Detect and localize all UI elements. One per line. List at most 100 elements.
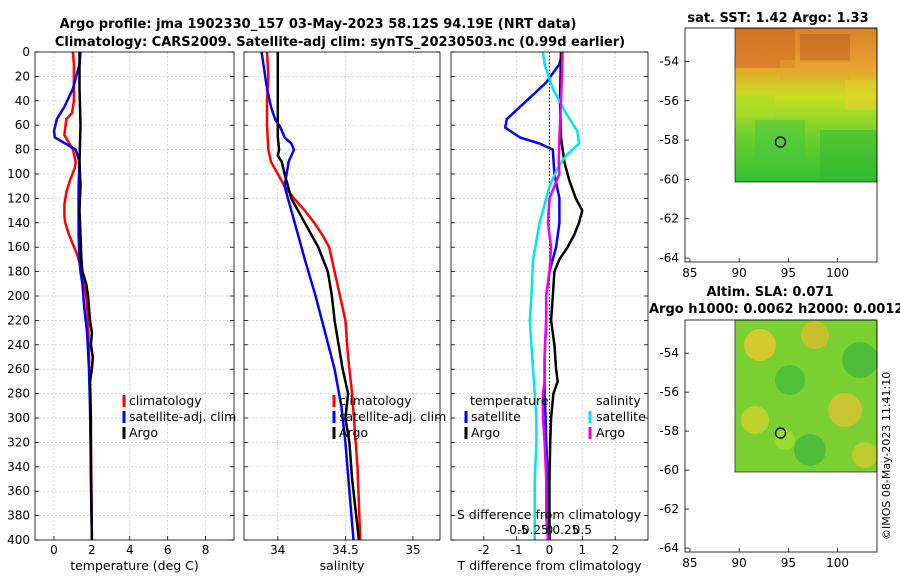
sla-map-axes: 85 90 95 100 -54 -56 -58 -60 -62 -64 [659,319,878,570]
map-x-tick-label: 85 [682,556,697,570]
s-diff-tick-label: 0 [546,523,554,537]
series-argo-line [78,52,95,541]
legend-t-argo-label: Argo [471,425,500,440]
map-y-tick-label: -58 [659,133,679,147]
map-y-tick-label: -64 [659,251,679,265]
x-tick-label: 34.5 [332,543,359,557]
y-tick-label: 20 [15,69,30,83]
legend-climatology-label: climatology [339,393,412,408]
y-tick-label: 380 [7,509,30,523]
legend-argo-label: Argo [129,425,158,440]
map-y-tick-label: -62 [659,212,679,226]
x-tick-label: 34 [270,543,285,557]
sla-texture [741,321,877,468]
x-tick-label: 2 [611,543,619,557]
y-tick-label: 280 [7,387,30,401]
x-axis-label: temperature (deg C) [70,558,199,573]
map-y-tick-label: -58 [659,424,679,438]
series-t-argo-line [548,51,584,540]
map-x-tick-label: 95 [781,556,796,570]
y-tick-label: 80 [15,143,30,157]
map-y-tick-label: -54 [659,346,679,360]
x-tick-label: 0 [50,543,58,557]
series-s-argo-line [541,51,564,541]
s-diff-tick-label: -0.5 [505,523,528,537]
sst-texture [735,28,877,182]
y-tick-label: 40 [15,94,30,108]
title-line-1: Argo profile: jma 1902330_157 03-May-202… [60,17,577,32]
x-tick-label: 4 [126,543,134,557]
x-axis-label: T difference from climatology [456,558,642,573]
sla-map: Altim. SLA: 0.071 Argo h1000: 0.0062 h20… [649,285,900,570]
s-diff-tick-label: -0.25 [518,523,549,537]
x-tick-label: 0 [546,543,554,557]
sla-map-title-2: Argo h1000: 0.0062 h2000: 0.0012 [649,302,900,317]
temperature-legend: climatology satellite-adj. clim Argo [122,393,236,440]
x-tick-label: 2 [88,543,96,557]
y-tick-label: 360 [7,484,30,498]
legend-salinity-heading: salinity [596,393,641,408]
series-argo-line [276,52,361,541]
legend-temperature-heading: temperature [470,393,549,408]
title-line-2: Climatology: CARS2009. Satellite-adj cli… [55,35,625,50]
salinity-legend: climatology satellite-adj. clim Argo [332,393,446,440]
y-tick-label: 320 [7,435,30,449]
x-tick-label: 8 [202,543,210,557]
map-x-tick-label: 85 [682,266,697,280]
y-tick-label: 260 [7,362,30,376]
map-frame [684,319,878,553]
series-climatology-line [265,51,362,541]
y-tick-label: 60 [15,118,30,132]
s-difference-ticks: -0.5-0.250 0.250.5 [505,523,592,537]
y-tick-label: 140 [7,216,30,230]
legend-s-satellite-label: satellite [596,409,646,424]
map-x-tick-label: 90 [732,266,747,280]
map-x-tick-label: 100 [826,556,849,570]
s-diff-tick-label: 0.5 [573,523,592,537]
map-y-tick-label: -64 [659,541,679,555]
x-axis-label: salinity [320,558,365,573]
y-tick-label: 300 [7,411,30,425]
x-tick-label: -2 [478,543,490,557]
difference-panel: -2 -1 0 1 2T difference from climatology [450,51,649,573]
y-tick-label: 160 [7,240,30,254]
copyright-stamp: ©IMOS 08-May-2023 11:41:10 [880,372,893,540]
x-tick-label: 1 [579,543,587,557]
temperature-panel: 0204060801001201401601802002202402602803… [7,45,235,573]
sla-argo-location-marker [774,427,787,439]
salinity-panel: 34 34.5 35 salinity [243,51,441,573]
y-tick-label: 400 [7,533,30,547]
y-tick-label: 180 [7,265,30,279]
series-satellite-adj-clim-line [260,51,355,541]
map-x-tick-label: 90 [732,556,747,570]
sst-map-title: sat. SST: 1.42 Argo: 1.33 [687,11,868,26]
map-x-tick-label: 95 [781,266,796,280]
y-tick-label: 240 [7,338,30,352]
map-y-tick-label: -60 [659,463,679,477]
x-tick-label: 35 [405,543,420,557]
y-tick-label: 120 [7,191,30,205]
map-y-tick-label: -62 [659,502,679,516]
legend-satellite-label: satellite-adj. clim [129,409,236,424]
y-tick-label: 200 [7,289,30,303]
y-tick-label: 100 [7,167,30,181]
sst-map-axes: 85 90 95 100 -54 -56 -58 -60 -62 -64 [659,27,878,280]
y-tick-label: 220 [7,313,30,327]
legend-t-satellite-label: satellite [471,409,521,424]
series-t-satellite-line [503,51,564,541]
legend-satellite-label: satellite-adj. clim [339,409,446,424]
map-y-tick-label: -54 [659,54,679,68]
legend-argo-label: Argo [339,425,368,440]
map-x-tick-label: 100 [826,266,849,280]
legend-climatology-label: climatology [129,393,202,408]
map-y-tick-label: -56 [659,385,679,399]
s-difference-axis-label: S difference from climatology [457,507,642,522]
series-satellite-adj-clim-line [52,51,94,541]
s-diff-tick-label: 0.25 [553,523,580,537]
map-frame [684,27,878,263]
y-tick-label: 0 [22,45,30,59]
x-tick-label: 6 [164,543,172,557]
sst-map: sat. SST: 1.42 Argo: 1.33 85 90 95 100 -54 -5… [659,11,878,280]
map-y-tick-label: -56 [659,94,679,108]
